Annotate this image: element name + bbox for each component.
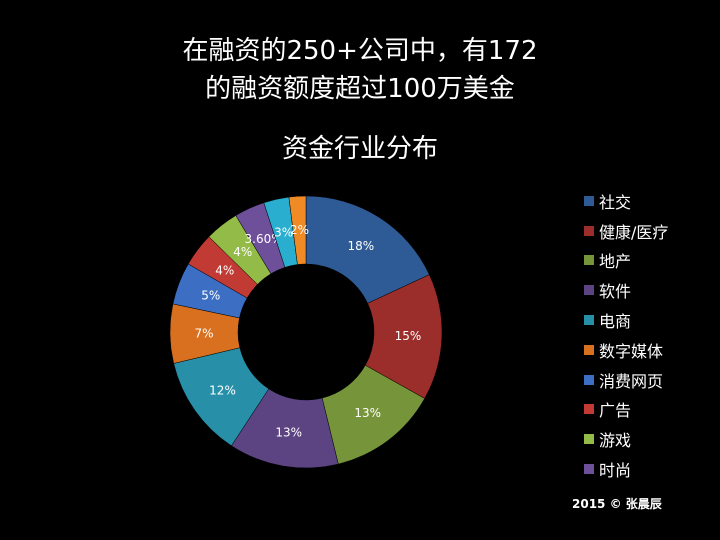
legend-label-4: 电商	[599, 312, 632, 332]
legend-label-1: 健康/医疗	[599, 222, 669, 242]
legend-item-3: 软件	[584, 275, 668, 305]
legend-item-4: 电商	[584, 305, 668, 335]
slice-label-0: 18%	[348, 239, 375, 253]
legend-swatch-6	[584, 374, 594, 385]
legend-swatch-4	[584, 315, 594, 326]
legend-label-5: 数字媒体	[599, 341, 664, 361]
legend-item-8: 游戏	[584, 424, 668, 454]
slice-label-1: 15%	[395, 329, 422, 343]
legend-swatch-9	[584, 464, 594, 475]
headline-line-1: 在融资的250+公司中，有172	[182, 36, 538, 66]
legend-label-8: 游戏	[599, 431, 632, 451]
slice-label-4: 12%	[209, 384, 236, 398]
legend-label-0: 社交	[599, 192, 632, 212]
chart-legend: 社交健康/医疗地产软件电商数字媒体消费网页广告游戏时尚	[584, 186, 668, 484]
legend-item-7: 广告	[584, 395, 668, 425]
slice-label-6: 5%	[201, 289, 220, 303]
donut-slice-11	[288, 195, 307, 265]
legend-item-6: 消费网页	[584, 365, 668, 395]
legend-label-7: 广告	[599, 401, 632, 421]
slice-label-5: 7%	[194, 326, 213, 340]
legend-label-9: 时尚	[599, 461, 632, 481]
legend-item-2: 地产	[584, 246, 668, 276]
legend-swatch-2	[584, 255, 594, 266]
legend-swatch-7	[584, 404, 594, 415]
legend-label-2: 地产	[599, 252, 632, 272]
slice-label-2: 13%	[354, 406, 381, 420]
slice-label-7: 4%	[215, 263, 234, 277]
legend-swatch-1	[584, 225, 594, 236]
legend-swatch-8	[584, 434, 594, 445]
legend-item-0: 社交	[584, 186, 668, 216]
headline-line-2: 的融资额度超过100万美金	[205, 74, 515, 104]
legend-item-9: 时尚	[584, 454, 668, 484]
legend-label-3: 软件	[599, 282, 632, 302]
legend-swatch-0	[584, 195, 594, 206]
copyright-credit: 2015 © 张晨辰	[572, 497, 662, 511]
legend-item-1: 健康/医疗	[584, 216, 668, 246]
slice-label-9: 3.60%	[245, 232, 283, 246]
legend-label-6: 消费网页	[599, 371, 664, 391]
slice-label-3: 13%	[275, 426, 302, 440]
slice-label-10: 3%	[274, 225, 293, 239]
chart-title: 资金行业分布	[281, 134, 438, 164]
slice-label-8: 4%	[233, 245, 252, 259]
legend-swatch-5	[584, 344, 594, 355]
legend-item-5: 数字媒体	[584, 335, 668, 365]
slice-label-11: 2%	[290, 223, 309, 237]
legend-swatch-3	[584, 285, 594, 296]
